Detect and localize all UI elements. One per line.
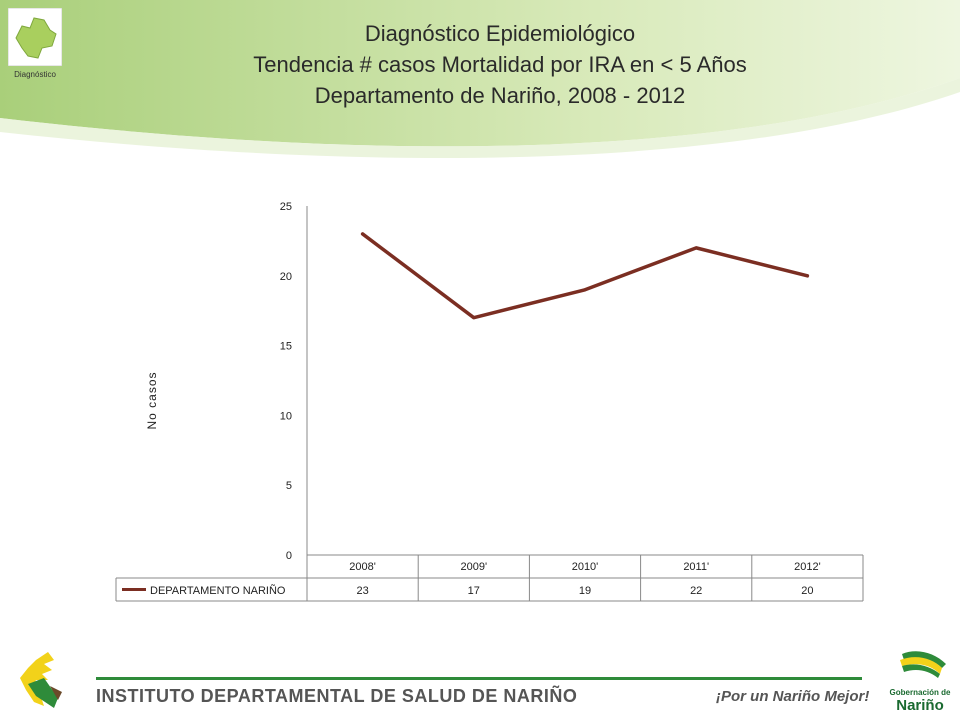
data-table-value: 20: [801, 585, 813, 597]
header-background: [0, 0, 960, 159]
data-table-value: 19: [579, 585, 591, 597]
map-caption: Diagnóstico: [14, 70, 56, 79]
gobernacion-logo-icon: [900, 651, 946, 678]
title-line-1: Diagnóstico Epidemiológico: [364, 21, 636, 46]
institute-logo-icon: [20, 652, 62, 708]
logo-text-bottom: Nariño: [896, 697, 944, 714]
title-line-3: Departamento de Nariño, 2008 - 2012: [314, 83, 686, 108]
x-tick-label: 2009': [461, 561, 488, 573]
y-axis-label: No casos: [145, 371, 159, 429]
y-tick-label: 15: [280, 341, 292, 353]
x-tick-label: 2011': [683, 561, 709, 573]
x-tick-label: 2008': [349, 561, 376, 573]
y-tick-label: 20: [280, 271, 292, 283]
data-point: [472, 316, 476, 320]
data-point: [583, 288, 587, 292]
legend-label: DEPARTAMENTO NARIÑO: [150, 584, 286, 597]
title-line-2: Tendencia # casos Mortalidad por IRA en …: [253, 52, 747, 77]
series-line: [360, 232, 810, 320]
page-title: Diagnóstico Epidemiológico Tendencia # c…: [150, 18, 850, 111]
narino-map-icon: [8, 8, 62, 66]
slogan: ¡Por un Nariño Mejor!: [716, 688, 870, 705]
data-table-value: 17: [468, 585, 480, 597]
y-tick-label: 0: [286, 550, 292, 562]
y-tick-label: 25: [280, 201, 292, 213]
logo-text-top: Gobernación de: [889, 688, 951, 697]
y-tick-label: 10: [280, 410, 292, 422]
data-table-value: 23: [356, 585, 368, 597]
x-tick-label: 2010': [572, 561, 599, 573]
x-tick-label: 2012': [794, 561, 821, 573]
data-point: [805, 274, 809, 278]
data-table-value: 22: [690, 585, 702, 597]
y-tick-label: 5: [286, 480, 292, 492]
gobernacion-logo-text: Gobernación de Nariño: [880, 688, 960, 714]
footer-divider: [96, 677, 862, 680]
institute-name: INSTITUTO DEPARTAMENTAL DE SALUD DE NARI…: [96, 686, 578, 706]
data-point: [694, 246, 698, 250]
data-point: [361, 232, 365, 236]
